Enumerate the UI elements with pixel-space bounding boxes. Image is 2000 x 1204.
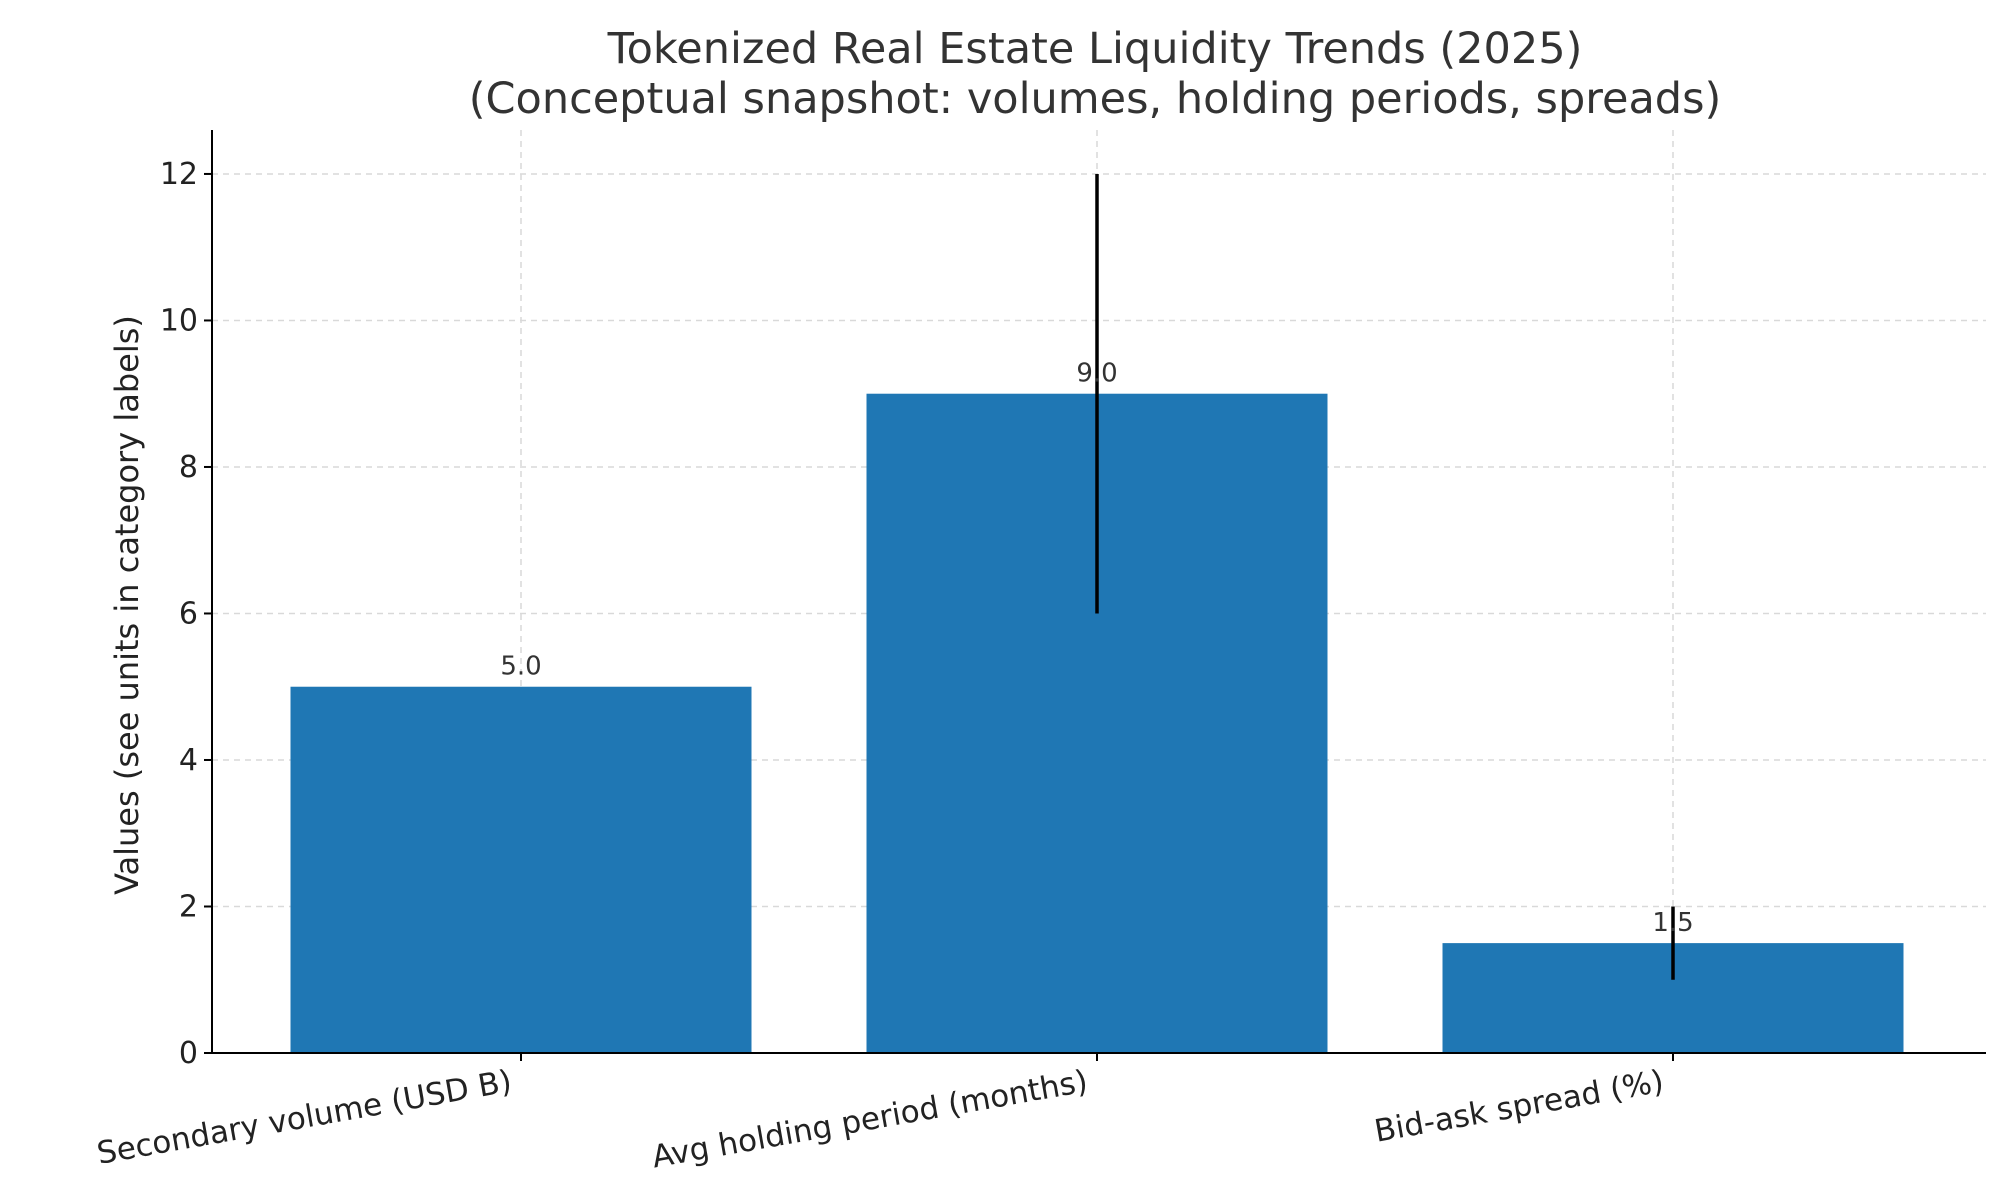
y-tick-label: 12 — [160, 157, 198, 192]
error-bar-layer — [1095, 173, 1675, 980]
value-label-2: 9.0 — [1076, 359, 1117, 389]
y-tick-label: 10 — [160, 303, 198, 338]
x-category-label: Avg holding period (months) — [649, 1063, 1090, 1175]
x-category-label: Bid-ask spread (%) — [1372, 1063, 1667, 1149]
axis-layer — [211, 130, 1986, 1054]
y-tick-label: 8 — [179, 450, 198, 485]
chart-subtitle: (Conceptual snapshot: volumes, holding p… — [469, 74, 1722, 124]
data-label-layer: 5.0 9.0 1.5 — [500, 359, 1693, 938]
y-tick-label: 6 — [179, 596, 198, 631]
y-tick-label: 0 — [179, 1036, 198, 1071]
y-axis-label: Values (see units in category labels) — [108, 315, 146, 895]
y-tick-label: 2 — [179, 889, 198, 924]
y-tick-label: 4 — [179, 743, 198, 778]
value-label-3: 1.5 — [1652, 908, 1693, 938]
value-label-1: 5.0 — [500, 652, 541, 682]
x-category-label: Secondary volume (USD B) — [94, 1063, 514, 1171]
bar-1 — [290, 686, 752, 1053]
chart-title: Tokenized Real Estate Liquidity Trends (… — [607, 24, 1583, 74]
